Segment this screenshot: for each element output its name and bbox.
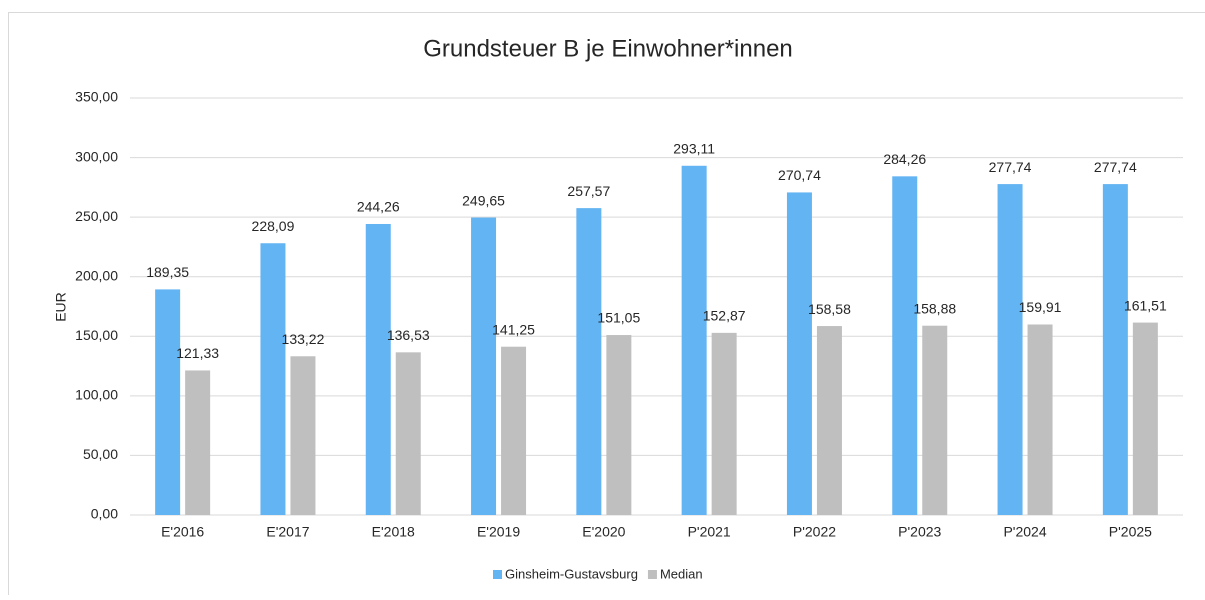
- data-label: 244,26: [357, 199, 400, 215]
- data-label: 121,33: [176, 345, 219, 361]
- bar: [576, 208, 601, 515]
- x-tick-label: E'2018: [372, 524, 415, 540]
- data-label: 133,22: [282, 331, 325, 347]
- bar: [1028, 324, 1053, 515]
- bar: [501, 347, 526, 515]
- data-label: 277,74: [1094, 159, 1137, 175]
- y-tick-label: 0,00: [91, 506, 118, 522]
- data-label: 270,74: [778, 167, 821, 183]
- legend-label: Median: [660, 566, 703, 581]
- x-tick-label: P'2024: [1003, 524, 1046, 540]
- data-label: 161,51: [1124, 297, 1167, 313]
- bar: [366, 224, 391, 515]
- data-label: 189,35: [146, 264, 189, 280]
- x-tick-label: E'2017: [266, 524, 309, 540]
- data-label: 158,88: [913, 300, 956, 316]
- legend-swatch: [648, 570, 657, 579]
- x-tick-label: P'2021: [688, 524, 731, 540]
- data-label: 277,74: [989, 159, 1032, 175]
- bar: [290, 356, 315, 515]
- y-tick-label: 200,00: [75, 267, 118, 283]
- bar: [260, 243, 285, 515]
- data-label: 284,26: [883, 151, 926, 167]
- x-tick-label: E'2019: [477, 524, 520, 540]
- x-tick-label: P'2025: [1109, 524, 1152, 540]
- y-axis-label: EUR: [53, 292, 69, 322]
- data-label: 293,11: [673, 140, 715, 156]
- data-label: 152,87: [703, 308, 746, 324]
- x-tick-label: P'2023: [898, 524, 941, 540]
- data-label: 158,58: [808, 301, 851, 317]
- bar: [682, 166, 707, 515]
- x-tick-label: E'2020: [582, 524, 625, 540]
- bar: [396, 352, 421, 515]
- data-label: 159,91: [1019, 299, 1062, 315]
- data-label: 257,57: [567, 183, 610, 199]
- data-label: 141,25: [492, 321, 535, 337]
- chart-title: Grundsteuer B je Einwohner*innen: [423, 35, 793, 62]
- y-tick-label: 150,00: [75, 327, 118, 343]
- bar: [922, 326, 947, 515]
- legend-label: Ginsheim-Gustavsburg: [505, 566, 638, 581]
- bar: [787, 192, 812, 515]
- x-tick-label: E'2016: [161, 524, 204, 540]
- bar: [1103, 184, 1128, 515]
- x-tick-label: P'2022: [793, 524, 836, 540]
- legend-swatch: [493, 570, 502, 579]
- y-tick-label: 350,00: [75, 89, 118, 105]
- y-tick-label: 50,00: [83, 446, 118, 462]
- bar: [155, 289, 180, 515]
- bar: [817, 326, 842, 515]
- bar: [712, 333, 737, 515]
- data-label: 151,05: [597, 310, 640, 326]
- data-label: 136,53: [387, 327, 430, 343]
- bar: [606, 335, 631, 515]
- data-label: 249,65: [462, 192, 505, 208]
- bar: [471, 218, 496, 515]
- bar: [1133, 323, 1158, 515]
- bar: [892, 176, 917, 515]
- data-label: 228,09: [252, 218, 295, 234]
- y-tick-label: 300,00: [75, 148, 118, 164]
- y-tick-label: 100,00: [75, 387, 118, 403]
- y-tick-label: 250,00: [75, 208, 118, 224]
- bar: [998, 184, 1023, 515]
- bar: [185, 370, 210, 515]
